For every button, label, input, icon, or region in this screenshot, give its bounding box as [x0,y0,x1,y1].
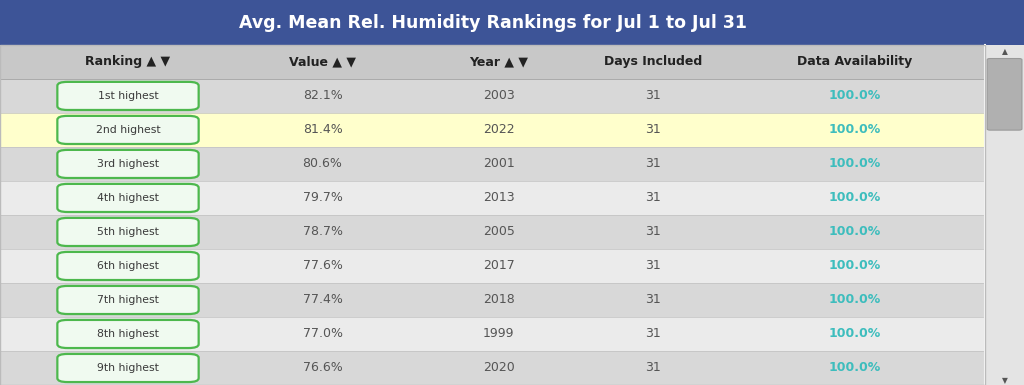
Text: 2018: 2018 [482,293,515,306]
Text: 6th highest: 6th highest [97,261,159,271]
Text: 31: 31 [645,89,662,102]
Text: 78.7%: 78.7% [302,226,343,238]
Text: Data Availability: Data Availability [798,55,912,69]
Text: 31: 31 [645,157,662,171]
Text: 77.6%: 77.6% [303,259,342,273]
FancyBboxPatch shape [0,0,1024,45]
Text: 2001: 2001 [482,157,515,171]
FancyBboxPatch shape [0,113,985,147]
Text: 31: 31 [645,293,662,306]
Text: Year ▲ ▼: Year ▲ ▼ [469,55,528,69]
FancyBboxPatch shape [0,283,985,317]
Text: 31: 31 [645,226,662,238]
FancyBboxPatch shape [0,249,985,283]
Text: 77.0%: 77.0% [302,328,343,340]
FancyBboxPatch shape [0,317,985,351]
Text: 3rd highest: 3rd highest [97,159,159,169]
FancyBboxPatch shape [57,82,199,110]
FancyBboxPatch shape [0,45,985,50]
Text: 4th highest: 4th highest [97,193,159,203]
FancyBboxPatch shape [987,59,1022,130]
Text: 81.4%: 81.4% [303,124,342,136]
Text: Avg. Mean Rel. Humidity Rankings for Jul 1 to Jul 31: Avg. Mean Rel. Humidity Rankings for Jul… [239,13,746,32]
FancyBboxPatch shape [57,320,199,348]
Text: 76.6%: 76.6% [303,362,342,375]
Text: 8th highest: 8th highest [97,329,159,339]
FancyBboxPatch shape [57,286,199,314]
Text: 2022: 2022 [483,124,514,136]
Text: 31: 31 [645,362,662,375]
FancyBboxPatch shape [0,45,985,79]
Text: 2005: 2005 [482,226,515,238]
FancyBboxPatch shape [57,252,199,280]
Text: 1999: 1999 [483,328,514,340]
Text: 2017: 2017 [482,259,515,273]
Text: 100.0%: 100.0% [828,293,882,306]
Text: Days Included: Days Included [604,55,702,69]
Text: 7th highest: 7th highest [97,295,159,305]
Text: 9th highest: 9th highest [97,363,159,373]
Text: 100.0%: 100.0% [828,259,882,273]
FancyBboxPatch shape [985,45,1024,385]
Text: 100.0%: 100.0% [828,124,882,136]
Text: 100.0%: 100.0% [828,362,882,375]
Text: 5th highest: 5th highest [97,227,159,237]
Text: 2013: 2013 [483,191,514,204]
Text: 1st highest: 1st highest [97,91,159,101]
FancyBboxPatch shape [57,218,199,246]
FancyBboxPatch shape [0,215,985,249]
FancyBboxPatch shape [0,79,985,113]
Text: 100.0%: 100.0% [828,191,882,204]
Text: 31: 31 [645,124,662,136]
Text: 2003: 2003 [482,89,515,102]
Text: 100.0%: 100.0% [828,226,882,238]
Text: 77.4%: 77.4% [303,293,342,306]
Text: 100.0%: 100.0% [828,328,882,340]
FancyBboxPatch shape [0,147,985,181]
FancyBboxPatch shape [0,181,985,215]
Text: 31: 31 [645,259,662,273]
Text: Ranking ▲ ▼: Ranking ▲ ▼ [85,55,171,69]
Text: 79.7%: 79.7% [303,191,342,204]
Text: 31: 31 [645,191,662,204]
Text: 31: 31 [645,328,662,340]
FancyBboxPatch shape [57,116,199,144]
Text: ▲: ▲ [1001,47,1008,57]
Text: 80.6%: 80.6% [303,157,342,171]
Text: ▼: ▼ [1001,376,1008,385]
FancyBboxPatch shape [57,184,199,212]
Text: 82.1%: 82.1% [303,89,342,102]
Text: Value ▲ ▼: Value ▲ ▼ [289,55,356,69]
Text: 100.0%: 100.0% [828,157,882,171]
FancyBboxPatch shape [57,150,199,178]
FancyBboxPatch shape [0,351,985,385]
Text: 2020: 2020 [482,362,515,375]
Text: 2nd highest: 2nd highest [95,125,161,135]
Text: 100.0%: 100.0% [828,89,882,102]
FancyBboxPatch shape [57,354,199,382]
